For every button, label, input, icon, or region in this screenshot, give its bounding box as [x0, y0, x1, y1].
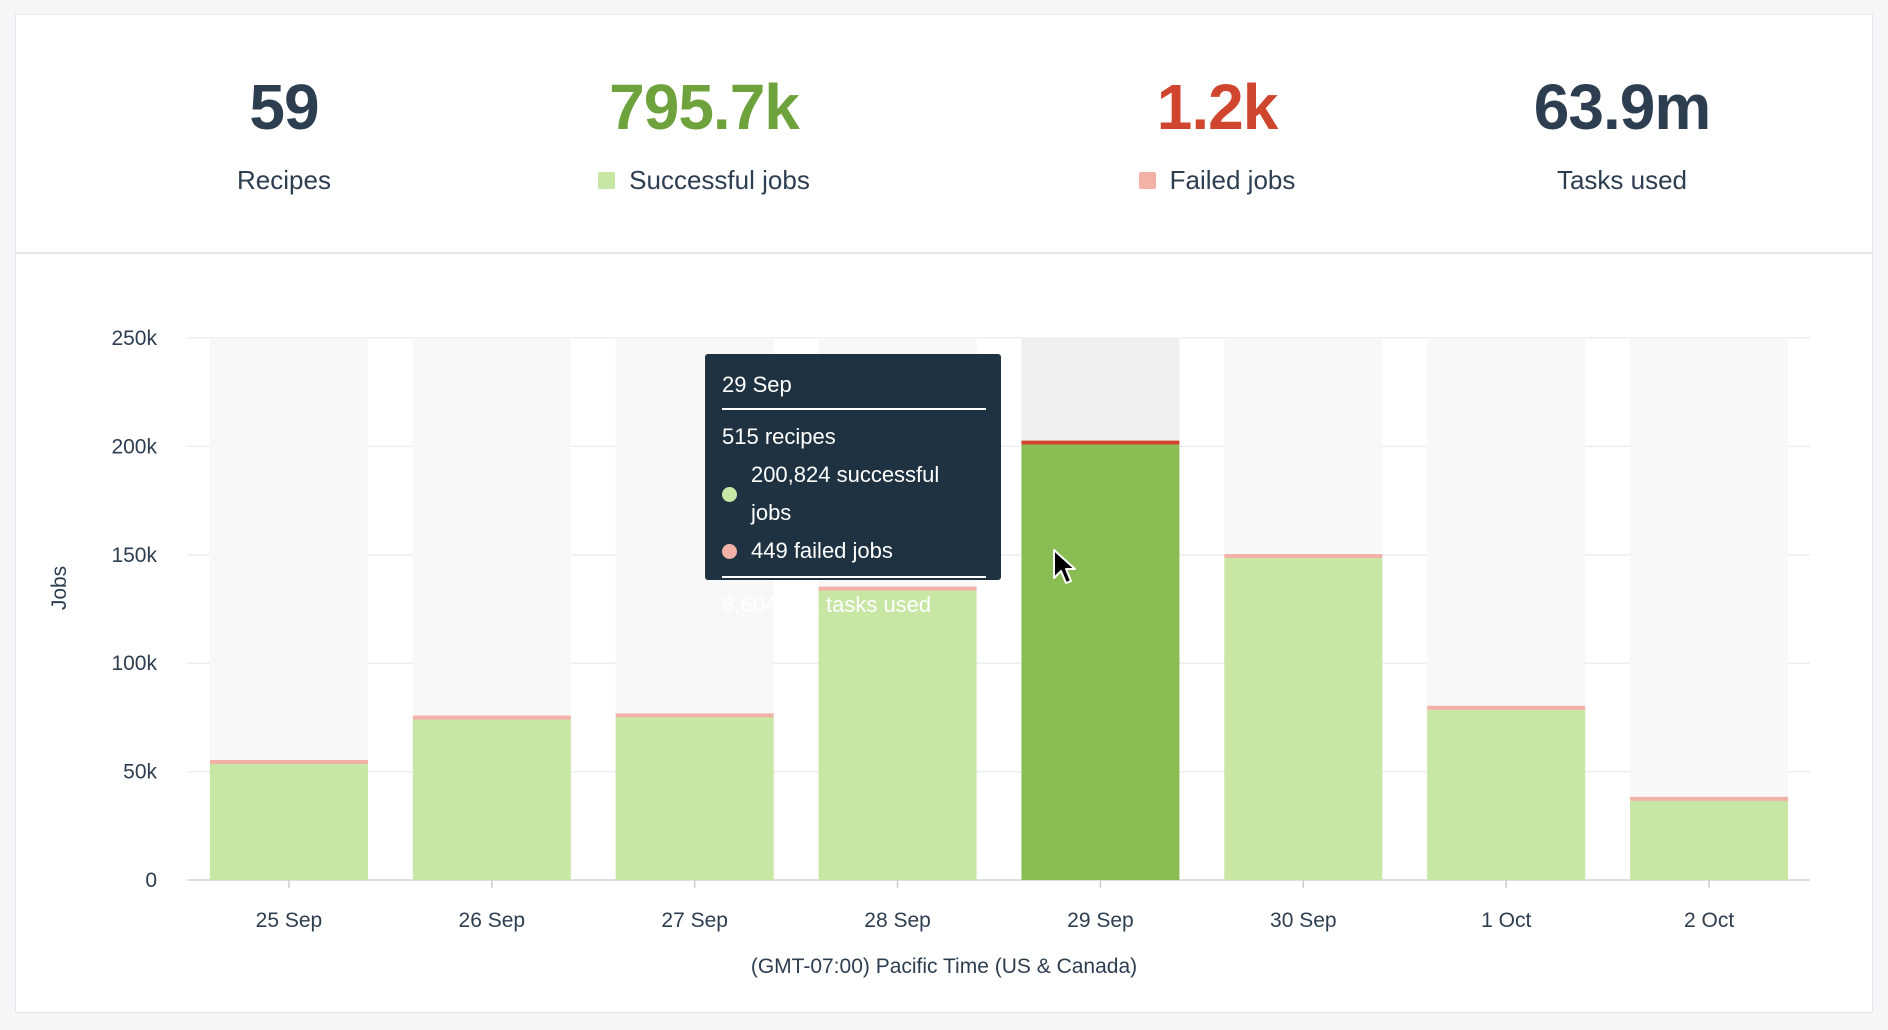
y-tick-label: 50k: [123, 761, 157, 784]
x-tick-label: 2 Oct: [1684, 909, 1734, 932]
stat-label: Failed jobs: [1169, 165, 1296, 195]
tooltip-recipes-row: 515 recipes: [722, 418, 985, 456]
x-tick-label: 27 Sep: [661, 909, 728, 932]
stat-value: 795.7k: [609, 71, 800, 143]
tooltip-tasks-row: 8,604,731 tasks used: [722, 586, 985, 624]
bar-successful: [412, 719, 571, 880]
stat-value: 63.9m: [1533, 71, 1711, 143]
bar-successful: [818, 590, 977, 880]
tooltip-divider: [722, 408, 986, 410]
stat-recipes: 59 Recipes: [104, 15, 464, 195]
tooltip-successful: 200,824 successful jobs: [750, 462, 940, 525]
bar-successful: [1021, 444, 1180, 880]
bar-successful: [1427, 709, 1586, 880]
tooltip-title: 29 Sep: [722, 372, 792, 397]
y-axis-label: Jobs: [48, 566, 71, 610]
summary-stats-card: 59 Recipes 795.7k Successful jobs 1.2k F…: [15, 14, 1873, 253]
stat-label: Successful jobs: [629, 165, 810, 195]
stat-label-row: Recipes: [237, 165, 331, 195]
failed-dot-icon: [722, 543, 737, 559]
stat-label-row: Successful jobs: [598, 165, 810, 195]
tooltip-failed: 449 failed jobs: [751, 538, 893, 563]
bar-successful: [1224, 558, 1383, 880]
stat-label-row: Tasks used: [1557, 165, 1687, 195]
stat-label: Tasks used: [1556, 165, 1688, 195]
successful-dot-icon: [722, 486, 737, 502]
stat-value: 59: [249, 71, 319, 143]
stat-label: Recipes: [237, 165, 331, 195]
stat-value: 1.2k: [1156, 71, 1279, 143]
x-tick-label: 1 Oct: [1481, 909, 1531, 932]
y-tick-label: 250k: [111, 327, 157, 350]
bar-background: [1630, 338, 1789, 880]
bar-failed: [818, 586, 977, 591]
tooltip-successful-row: 200,824 successful jobs: [722, 456, 985, 532]
tooltip-tasks: 8,604,731 tasks used: [722, 592, 932, 617]
bar-failed: [412, 715, 571, 720]
bar-successful: [209, 764, 368, 880]
y-tick-label: 150k: [111, 544, 157, 567]
y-tick-label: 200k: [111, 435, 157, 458]
failed-swatch-icon: [1138, 171, 1156, 189]
x-tick-label: 25 Sep: [256, 909, 323, 932]
x-tick-label: 30 Sep: [1270, 909, 1337, 932]
bar-successful: [615, 717, 774, 880]
bar-tooltip: 29 Sep 515 recipes 200,824 successful jo…: [705, 354, 1001, 617]
successful-swatch-icon: [598, 171, 616, 189]
stat-successful-jobs: 795.7k Successful jobs: [524, 15, 884, 195]
x-tick-label: 28 Sep: [864, 909, 931, 932]
y-tick-label: 100k: [111, 652, 157, 675]
x-axis-label: (GMT-07:00) Pacific Time (US & Canada): [751, 955, 1137, 978]
bar-successful: [1630, 800, 1789, 880]
tooltip-divider: [722, 576, 986, 578]
mouse-pointer-icon: [1053, 549, 1076, 584]
stat-failed-jobs: 1.2k Failed jobs: [1037, 15, 1397, 195]
bar-failed: [1630, 796, 1789, 801]
bar-failed: [1427, 705, 1586, 710]
tooltip-failed-row: 449 failed jobs: [722, 532, 985, 570]
x-tick-label: 29 Sep: [1067, 909, 1134, 932]
bar-failed: [615, 713, 774, 718]
bar-failed: [209, 760, 368, 765]
stat-label-row: Failed jobs: [1138, 165, 1296, 195]
tooltip-recipes: 515 recipes: [722, 424, 836, 449]
bar-failed: [1224, 554, 1383, 559]
bar-failed: [1021, 440, 1180, 445]
x-tick-label: 26 Sep: [459, 909, 526, 932]
y-tick-label: 0: [145, 869, 157, 892]
stat-tasks-used: 63.9m Tasks used: [1442, 15, 1802, 195]
